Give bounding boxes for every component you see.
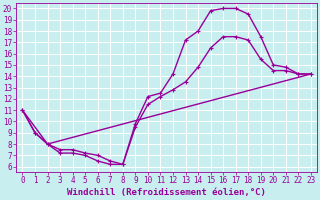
X-axis label: Windchill (Refroidissement éolien,°C): Windchill (Refroidissement éolien,°C) bbox=[67, 188, 266, 197]
